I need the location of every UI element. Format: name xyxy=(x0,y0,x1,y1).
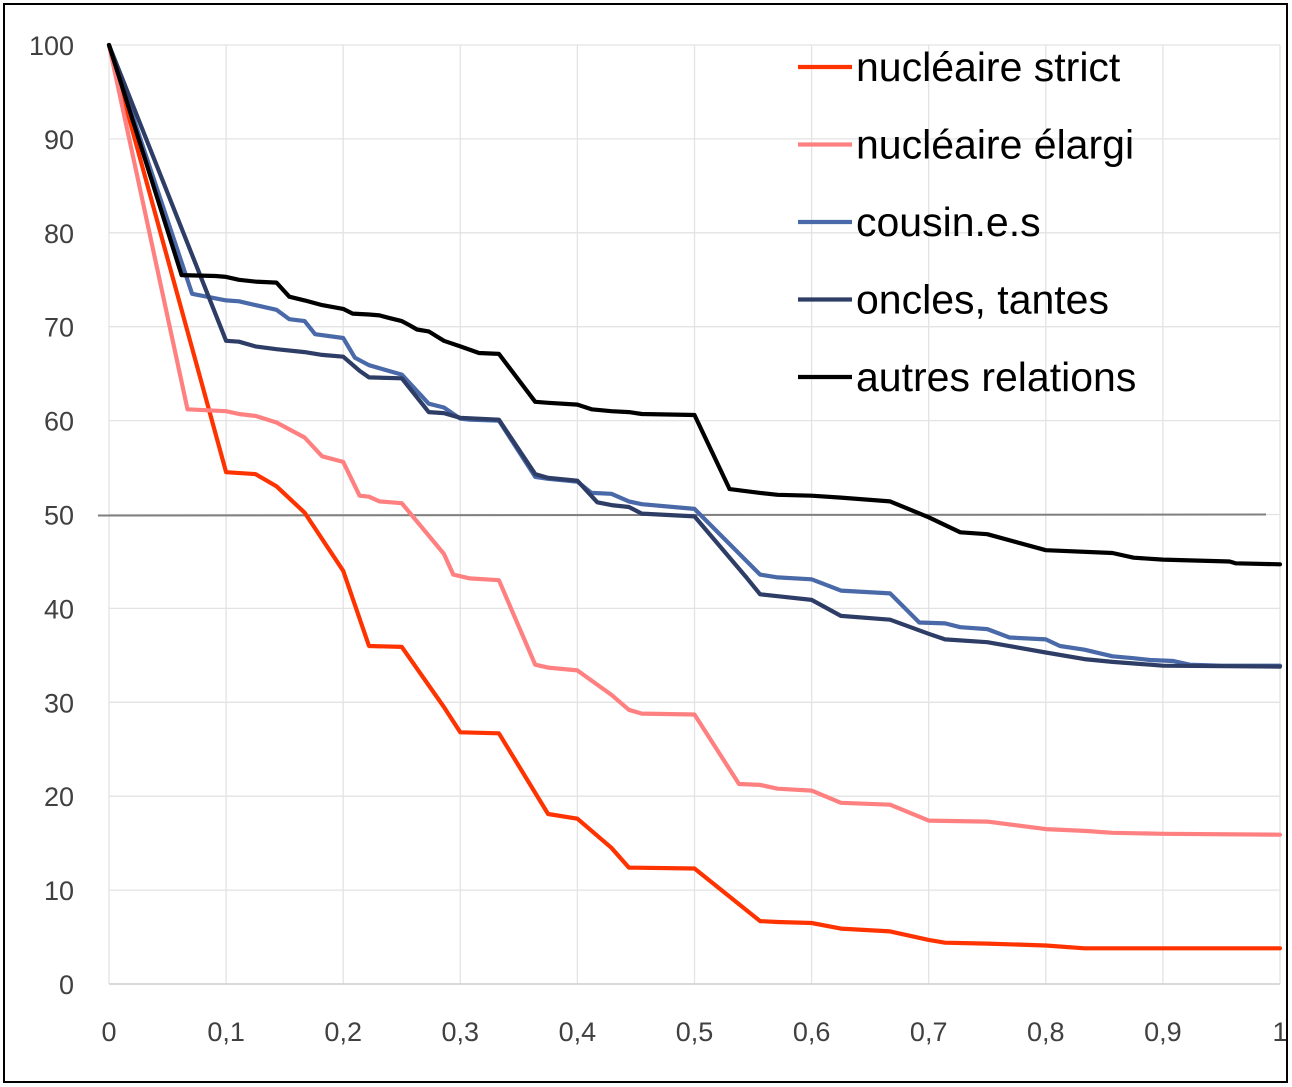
y-tick-label: 80 xyxy=(44,219,74,249)
x-tick-label: 0,4 xyxy=(559,1017,597,1047)
y-tick-label: 70 xyxy=(44,313,74,343)
y-tick-label: 0 xyxy=(59,970,74,1000)
legend-label-1: nucléaire strict xyxy=(856,44,1121,90)
series-line-1 xyxy=(106,42,1283,951)
series-line-2 xyxy=(106,42,1283,837)
legend-label-4: oncles, tantes xyxy=(856,277,1109,323)
y-tick-label: 60 xyxy=(44,407,74,437)
legend-label-5: autres relations xyxy=(856,354,1136,400)
y-tick-label: 30 xyxy=(44,688,74,718)
y-tick-label: 10 xyxy=(44,876,74,906)
x-tick-label: 0,9 xyxy=(1144,1017,1182,1047)
y-tick-label: 100 xyxy=(29,31,74,61)
x-tick-label: 0,3 xyxy=(442,1017,480,1047)
y-tick-label: 50 xyxy=(44,501,74,531)
x-tick-label: 1 xyxy=(1272,1017,1287,1047)
x-tick-label: 0,7 xyxy=(910,1017,948,1047)
series-line-5 xyxy=(106,42,1283,567)
series-line-3 xyxy=(106,42,1283,668)
y-tick-label: 40 xyxy=(44,594,74,624)
y-tick-label: 90 xyxy=(44,125,74,155)
x-tick-label: 0,8 xyxy=(1027,1017,1065,1047)
x-tick-label: 0,6 xyxy=(793,1017,831,1047)
legend-label-3: cousin.e.s xyxy=(856,199,1041,245)
chart-frame xyxy=(3,3,1288,1083)
legend-label-2: nucléaire élargi xyxy=(856,122,1134,168)
x-tick-label: 0,5 xyxy=(676,1017,714,1047)
x-tick-label: 0 xyxy=(101,1017,116,1047)
series-line-4 xyxy=(106,42,1283,669)
x-tick-label: 0,1 xyxy=(207,1017,245,1047)
x-tick-label: 0,2 xyxy=(324,1017,362,1047)
y-tick-label: 20 xyxy=(44,782,74,812)
